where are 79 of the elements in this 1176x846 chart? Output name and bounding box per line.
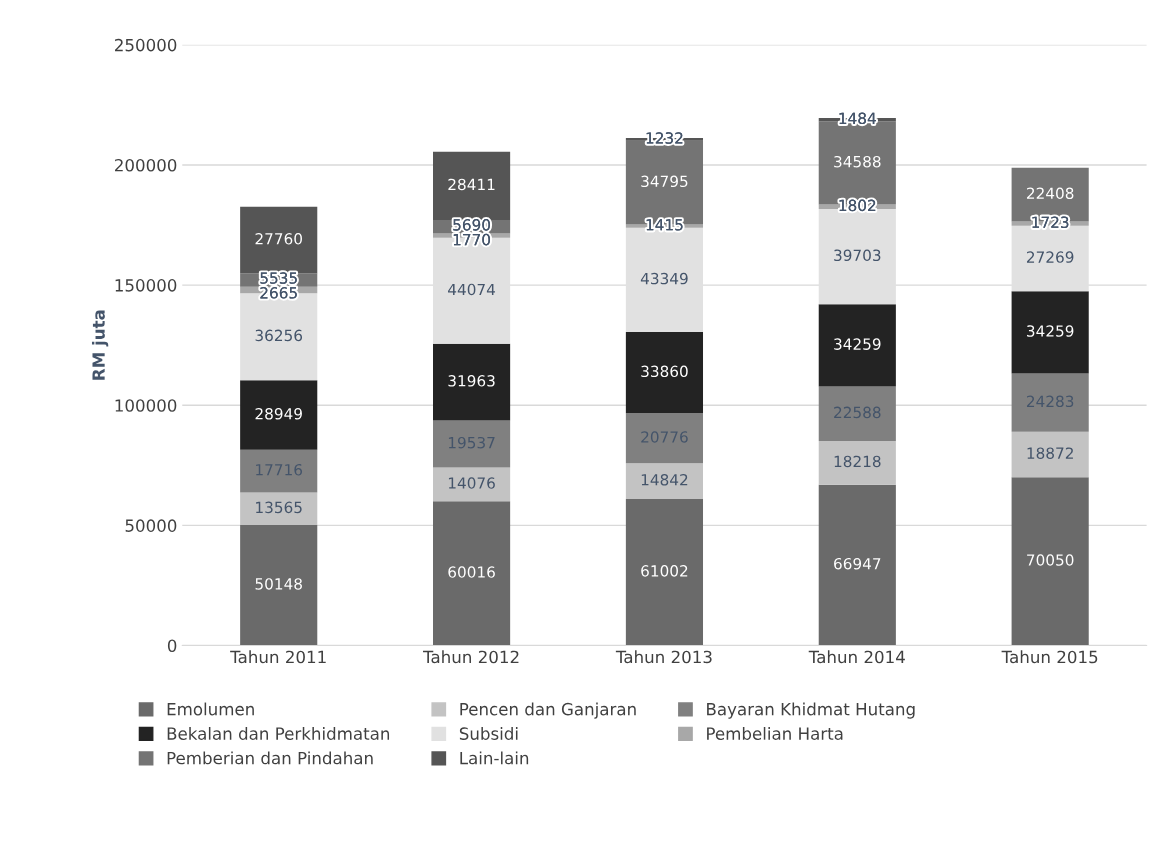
data-label: 19537 xyxy=(448,436,495,449)
x-tick-label: Tahun 2015 xyxy=(1001,650,1098,664)
y-tick-label: 0 xyxy=(167,639,177,653)
bar xyxy=(240,492,318,526)
data-label: 27760 xyxy=(255,233,302,245)
bar xyxy=(625,332,704,414)
y-tick-label: 250000 xyxy=(115,38,177,52)
y-tick-label: 50000 xyxy=(125,519,177,532)
data-label: 13565 xyxy=(256,501,302,514)
legend-label: Subsidi xyxy=(459,727,518,740)
data-label: 28411 xyxy=(448,178,495,191)
bar xyxy=(433,420,511,468)
y-tick-label: 100000 xyxy=(115,399,177,412)
data-label: 5690 xyxy=(453,219,490,231)
bar xyxy=(240,206,318,274)
data-label: 24283 xyxy=(1026,395,1074,408)
y-axis-title: RM juta xyxy=(91,310,109,380)
data-label: 50148 xyxy=(255,578,302,590)
data-label: 28949 xyxy=(255,407,302,420)
data-label: 2665 xyxy=(260,287,297,299)
bar xyxy=(1011,431,1089,478)
bar xyxy=(625,498,704,646)
bar xyxy=(1011,291,1089,374)
data-label: 27269 xyxy=(1026,251,1074,263)
data-label: 66947 xyxy=(834,557,881,570)
bar xyxy=(240,449,318,493)
data-label: 1723 xyxy=(1032,216,1069,229)
x-tick-label: Tahun 2012 xyxy=(423,650,519,664)
data-label: 5535 xyxy=(260,272,297,284)
bar xyxy=(818,304,896,387)
data-label: 70050 xyxy=(1027,554,1074,566)
data-label: 33860 xyxy=(641,365,688,378)
data-label: 61002 xyxy=(641,565,688,577)
bar xyxy=(625,413,704,464)
bar xyxy=(818,440,896,485)
x-tick-label: Tahun 2014 xyxy=(808,650,905,664)
data-label: 17716 xyxy=(256,464,303,476)
bar xyxy=(240,380,318,450)
bar xyxy=(433,151,511,220)
legend-label: Pembelian Harta xyxy=(707,727,843,740)
legend-label: Emolumen xyxy=(167,702,254,716)
y-tick-label: 200000 xyxy=(115,158,177,172)
y-tick-label: 150000 xyxy=(115,279,177,292)
bar xyxy=(625,463,704,499)
legend-label: Lain-lain xyxy=(460,751,529,765)
data-label: 1770 xyxy=(453,233,490,246)
data-label: 34795 xyxy=(641,175,688,188)
data-label: 20776 xyxy=(641,431,688,443)
data-label: 34259 xyxy=(1027,325,1074,337)
x-tick-label: Tahun 2013 xyxy=(615,650,712,664)
data-label: 36256 xyxy=(255,329,303,342)
data-label: 1415 xyxy=(646,219,683,231)
bar xyxy=(1011,477,1089,646)
data-label: 22408 xyxy=(1026,187,1074,200)
data-label: 34259 xyxy=(834,338,881,350)
bar xyxy=(818,386,896,441)
data-label: 1802 xyxy=(839,199,876,212)
data-label: 18218 xyxy=(834,455,881,468)
data-label: 22588 xyxy=(834,406,881,419)
legend-label: Bekalan dan Perkhidmatan xyxy=(167,727,390,740)
data-label: 44074 xyxy=(448,283,496,296)
bar xyxy=(433,343,511,421)
bar xyxy=(433,501,511,646)
bar xyxy=(818,484,896,646)
data-label: 14842 xyxy=(641,473,688,486)
data-label: 39703 xyxy=(834,249,881,262)
data-label: 60016 xyxy=(448,566,495,578)
bar xyxy=(433,467,511,502)
bar xyxy=(240,525,318,646)
data-label: 14076 xyxy=(448,477,495,489)
legend-label: Pencen dan Ganjaran xyxy=(460,702,636,719)
legend-label: Bayaran Khidmat Hutang xyxy=(707,702,915,719)
data-label: 31963 xyxy=(448,375,495,387)
data-label: 18872 xyxy=(1027,447,1073,459)
data-label: 43349 xyxy=(640,272,688,285)
legend-label: Pemberian dan Pindahan xyxy=(167,751,373,765)
data-label: 34588 xyxy=(834,155,881,168)
bar xyxy=(1011,373,1089,432)
x-tick-label: Tahun 2011 xyxy=(230,650,326,664)
